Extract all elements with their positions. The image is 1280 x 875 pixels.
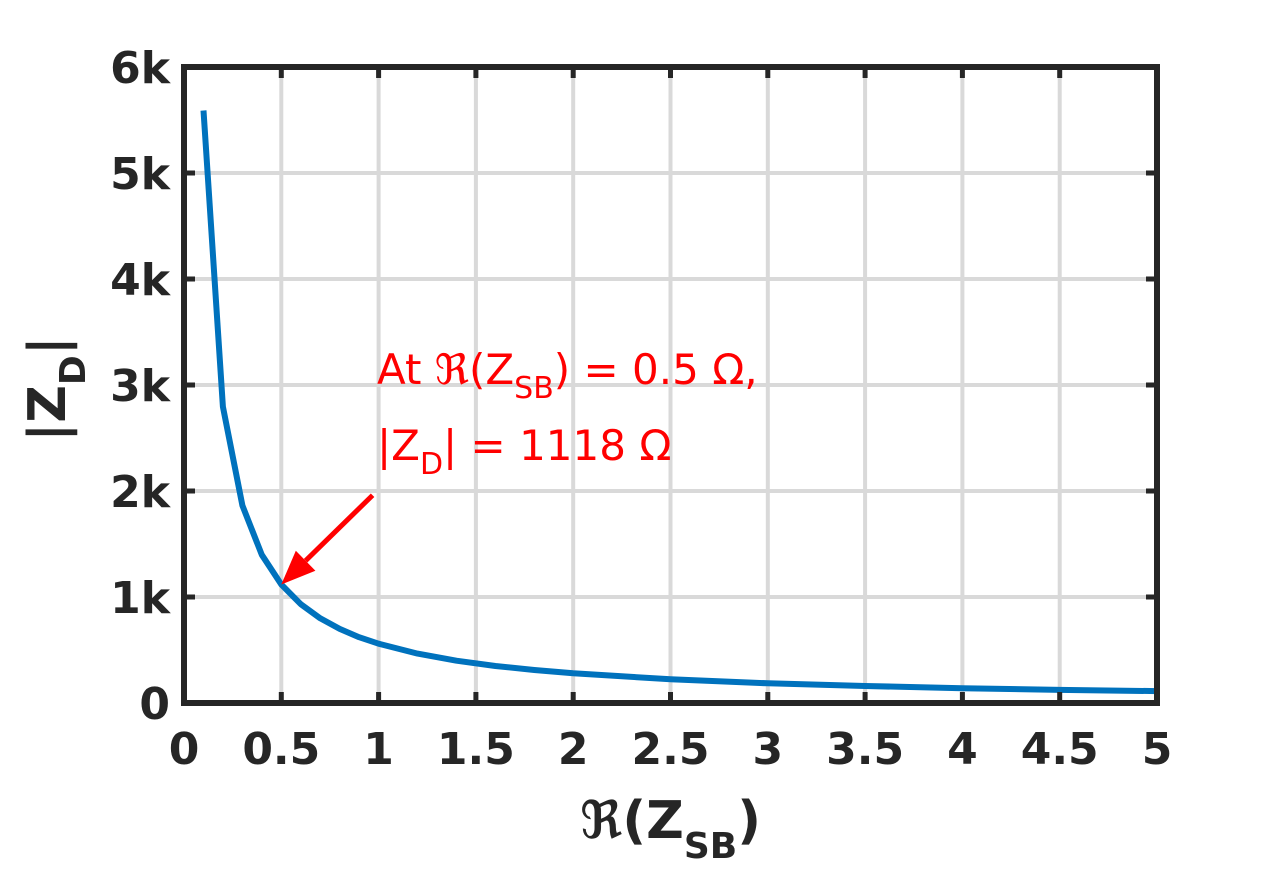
x-tick-label-9: 4.5 xyxy=(1021,724,1099,775)
y-tick-label-2: 2k xyxy=(110,467,172,518)
y-tick-label-1: 1k xyxy=(110,573,172,624)
annotation-line-2-pre: |Z xyxy=(377,421,420,470)
x-tick-label-6: 3 xyxy=(752,724,783,775)
x-tick-label-1: 0.5 xyxy=(242,724,320,775)
y-tick-label-4: 4k xyxy=(110,255,172,306)
x-tick-label-0: 0 xyxy=(169,724,200,775)
annotation-arrow-shaft xyxy=(303,493,375,563)
x-axis-label-sub: SB xyxy=(684,826,737,867)
ticks-group xyxy=(181,64,1160,706)
x-tick-label-8: 4 xyxy=(947,724,978,775)
x-tick-label-10: 5 xyxy=(1142,724,1173,775)
y-axis-label: |ZD| xyxy=(18,336,94,442)
y-tick-label-0: 0 xyxy=(139,679,170,730)
x-tick-label-5: 2.5 xyxy=(632,724,710,775)
annotation-line-2-sub: D xyxy=(420,447,443,482)
series-group xyxy=(200,110,1158,695)
x-axis-label-end: ) xyxy=(737,791,761,851)
annotation-line-1-pre: At ℜ(Z xyxy=(377,345,514,394)
y-tick-label-6: 6k xyxy=(110,43,172,94)
series-line-0 xyxy=(200,110,1158,695)
annotation-line-2: |ZD| = 1118 Ω xyxy=(377,421,671,482)
y-tick-label-3: 3k xyxy=(110,361,172,412)
x-tick-label-2: 1 xyxy=(363,724,394,775)
annotation-line-2-post: | = 1118 Ω xyxy=(443,421,671,470)
y-tick-label-5: 5k xyxy=(110,149,172,200)
y-axis-label-main: |Z xyxy=(18,385,78,442)
y-axis-label-sub: D xyxy=(53,355,94,385)
annotation-line-1-sub: SB xyxy=(514,371,554,406)
x-axis-label: ℜ(ZSB) xyxy=(580,791,761,867)
tick-labels-group: 0 0.5 1 1.5 2 2.5 3 3.5 4 4.5 5 0 1k 2k 3k 4k 5k 6k xyxy=(110,43,1172,775)
annotation-line-1-post: ) = 0.5 Ω, xyxy=(554,345,758,394)
x-tick-label-4: 2 xyxy=(558,724,589,775)
annotation: At ℜ(ZSB) = 0.5 Ω, |ZD| = 1118 Ω xyxy=(281,345,758,585)
grid-lines xyxy=(184,67,1157,703)
y-axis-label-end: | xyxy=(18,336,78,355)
x-tick-label-7: 3.5 xyxy=(826,724,904,775)
annotation-arrow-head xyxy=(281,550,316,585)
x-tick-label-3: 1.5 xyxy=(437,724,515,775)
x-axis-label-main: ℜ(Z xyxy=(580,791,684,851)
annotation-line-1: At ℜ(ZSB) = 0.5 Ω, xyxy=(377,345,758,406)
